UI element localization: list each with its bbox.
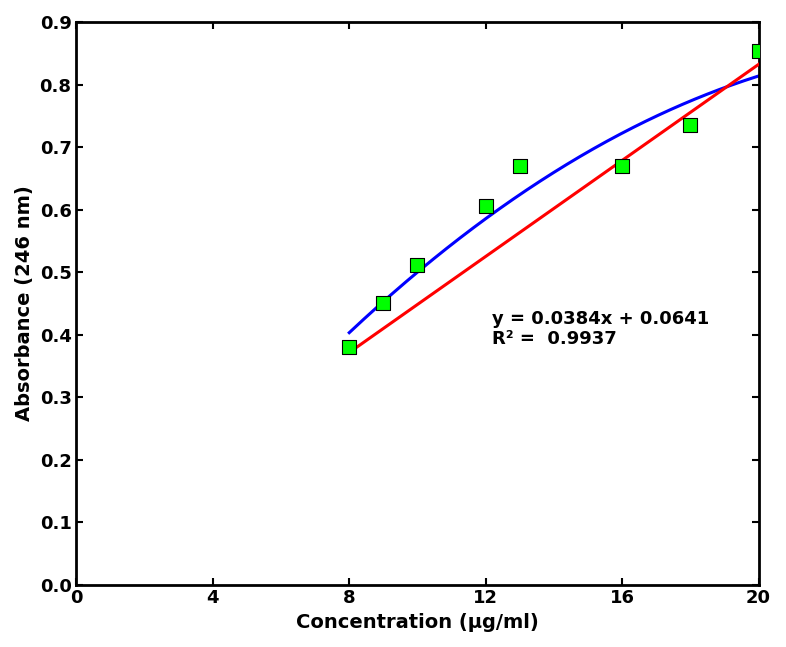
Point xyxy=(752,46,765,56)
X-axis label: Concentration (μg/ml): Concentration (μg/ml) xyxy=(296,613,539,632)
Point xyxy=(615,160,628,171)
Text: y = 0.0384x + 0.0641
R² =  0.9937: y = 0.0384x + 0.0641 R² = 0.9937 xyxy=(493,309,710,348)
Point xyxy=(684,120,696,130)
Point xyxy=(513,160,526,171)
Point xyxy=(377,298,390,309)
Y-axis label: Absorbance (246 nm): Absorbance (246 nm) xyxy=(15,186,34,421)
Point xyxy=(479,201,492,212)
Point xyxy=(411,260,424,270)
Point xyxy=(343,342,355,352)
